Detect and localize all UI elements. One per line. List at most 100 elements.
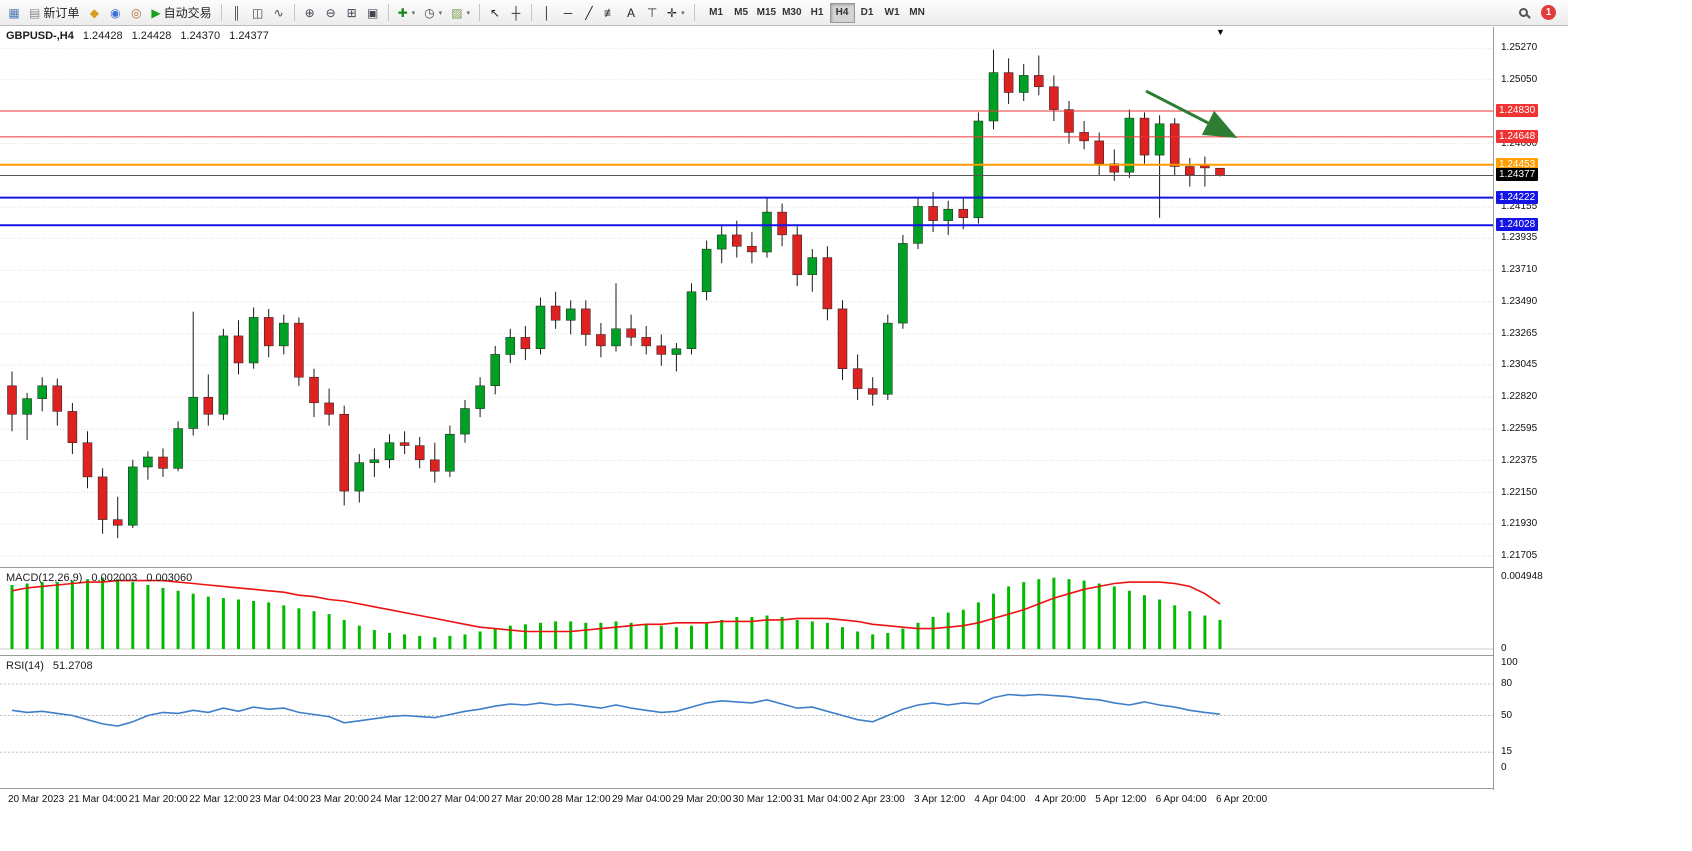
candle-body [686,291,697,349]
indicators-button[interactable]: ✚ ▾ [394,3,420,23]
label-button[interactable]: ⊤ [642,3,662,23]
timeframe-w1[interactable]: W1 [884,7,900,18]
rsi-axis-tick: 50 [1501,709,1513,721]
new-chart-button[interactable]: ▦ [4,3,24,23]
macd-hist-bar [221,598,225,649]
macd-hist-bar [931,617,935,649]
timeframe-m5[interactable]: M5 [734,7,749,18]
fibonacci-icon: ≢ [604,5,617,20]
macd-hist-bar [780,617,784,649]
arrows-button[interactable]: ✛ ▾ [663,3,689,23]
macd-canvas[interactable] [0,569,1493,660]
price-tick: 1.23265 [1501,327,1538,339]
crosshair-icon: ┼ [511,5,521,20]
macd-hist-bar [10,585,14,649]
candle-body [1094,140,1104,164]
macd-hist-bar [886,633,890,649]
macd-hist-bar [116,579,120,649]
candle-body [203,396,214,415]
candle-body [701,248,712,293]
ohlc-open: 1.24428 [82,30,123,42]
tile-windows-icon: ⊞ [346,5,357,20]
candle-body [1003,72,1014,93]
search-button[interactable] [1513,3,1533,23]
macd-hist-bar [40,582,44,649]
candle-body [399,442,410,446]
candle-body [611,328,621,347]
price-axis[interactable]: 1.25270 1.25050 1.24600 1.24155 1.23935 1.237… [1493,27,1568,790]
price-chart-canvas[interactable] [0,27,1493,573]
crosshair-button[interactable]: ┼ [506,3,526,23]
macd-hist-bar [508,625,512,649]
macd-hist-bar [403,634,407,649]
macd-signal-value: 0.003060 [146,572,193,584]
candle-body [747,245,757,253]
symbol-name: GBPUSD-,H4 [6,30,74,42]
zoom-in-button[interactable]: ⊕ [300,3,320,23]
price-tick: 1.21930 [1501,517,1538,529]
bar-chart-button[interactable]: ║ [227,3,247,23]
main-chart-panel[interactable]: GBPUSD-,H4 1.24428 1.24428 1.24370 1.243… [0,27,1493,568]
tile-windows-button[interactable]: ⊞ [342,3,362,23]
candle-body [958,208,969,218]
horizontal-line-button[interactable]: ─ [558,3,578,23]
rsi-indicator-label: RSI(14) 51.2708 [6,660,93,672]
macd-name: MACD(12,26,9) [6,572,83,584]
zoom-out-button[interactable]: ⊖ [321,3,341,23]
community-button[interactable]: ◎ [126,3,146,23]
timeframe-m30[interactable]: M30 [782,7,802,18]
chart-shift-marker-icon[interactable]: ▼ [1216,27,1225,37]
macd-hist-bar [327,614,331,649]
macd-hist-bar [448,635,452,649]
candle-body [369,459,380,463]
periods-button[interactable]: ◷ ▾ [420,3,446,23]
market-watch-button[interactable]: ◉ [105,3,125,23]
timeframe-m1[interactable]: M1 [709,7,724,18]
macd-hist-bar [765,615,769,649]
macd-hist-bar [810,621,814,649]
candle-body [837,308,848,369]
price-tick: 1.23935 [1501,232,1538,244]
timeframe-m15[interactable]: M15 [756,7,777,18]
chevron-down-icon: ▾ [411,9,416,17]
text-button[interactable]: A [621,3,641,23]
fibonacci-button[interactable]: ≢ [600,3,620,23]
timeframe-h1[interactable]: H1 [810,7,824,18]
time-axis[interactable]: 20 Mar 2023 21 Mar 04:00 21 Mar 20:00 22 Ma… [0,790,1568,810]
cascade-windows-button[interactable]: ▣ [363,3,383,23]
rsi-axis-tick: 15 [1501,746,1513,758]
candle-body [732,234,742,247]
new-order-button[interactable]: ▤ 新订单 [25,3,83,23]
candle-body [596,334,606,347]
candle-body [67,411,78,443]
candlestick-chart-button[interactable]: ◫ [248,3,268,23]
macd-hist-bar [735,617,739,649]
macd-hist-bar [992,593,995,649]
rsi-panel[interactable]: RSI(14) 51.2708 [0,657,1493,789]
timeframe-mn[interactable]: MN [909,7,925,18]
profiles-button[interactable]: ◆ [84,3,104,23]
macd-hist-bar [750,617,754,649]
timeframe-h4[interactable]: H4 [829,2,855,23]
line-chart-button[interactable]: ∿ [269,3,289,23]
macd-panel[interactable]: MACD(12,26,9) 0.002003 0.003060 [0,569,1493,656]
notification-badge[interactable]: 1 [1541,5,1556,20]
time-tick-label: 20 Mar 2023 [8,794,65,805]
candle-body [822,257,833,310]
cursor-button[interactable]: ↖ [485,3,505,23]
templates-button[interactable]: ▨ ▾ [447,3,474,23]
macd-hist-bar [101,577,105,649]
candle-body [1064,109,1074,133]
trendline-button[interactable]: ╱ [579,3,599,23]
rsi-canvas[interactable] [0,657,1493,793]
timeframe-d1[interactable]: D1 [860,7,874,18]
time-tick-label: 29 Mar 04:00 [612,794,671,805]
macd-hist-bar [1052,577,1056,649]
macd-hist-bar [795,619,799,649]
candle-body [852,368,863,389]
rsi-axis-tick: 0 [1501,762,1507,773]
vertical-line-button[interactable]: │ [537,3,557,23]
candle-body [988,72,999,122]
autotrading-button[interactable]: ▶ 自动交易 [147,3,215,23]
candle-body [520,337,531,350]
